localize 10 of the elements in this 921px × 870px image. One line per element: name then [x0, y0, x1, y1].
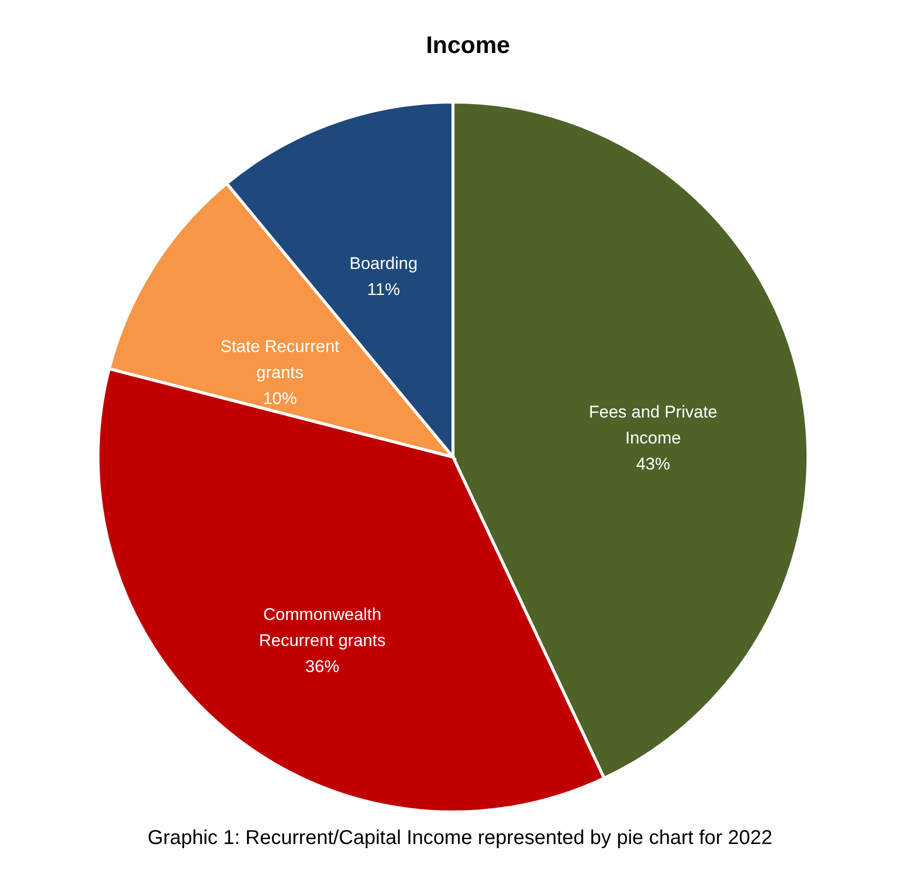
- data-label: 36%: [305, 656, 340, 676]
- data-label: 11%: [367, 280, 400, 300]
- data-label: 43%: [636, 454, 670, 474]
- chart-title: Income: [426, 32, 510, 59]
- data-label: 10%: [262, 389, 297, 408]
- slice-label: Boarding: [350, 254, 418, 274]
- slice-label: Fees and Private Income: [588, 402, 718, 448]
- slice-label: Commonwealth Recurrent grants: [258, 604, 386, 650]
- slice-label: State Recurrent grants: [220, 337, 340, 382]
- text: Graphic 1: Recurrent/Capital Income represented by pie chart for 2022: [148, 827, 772, 849]
